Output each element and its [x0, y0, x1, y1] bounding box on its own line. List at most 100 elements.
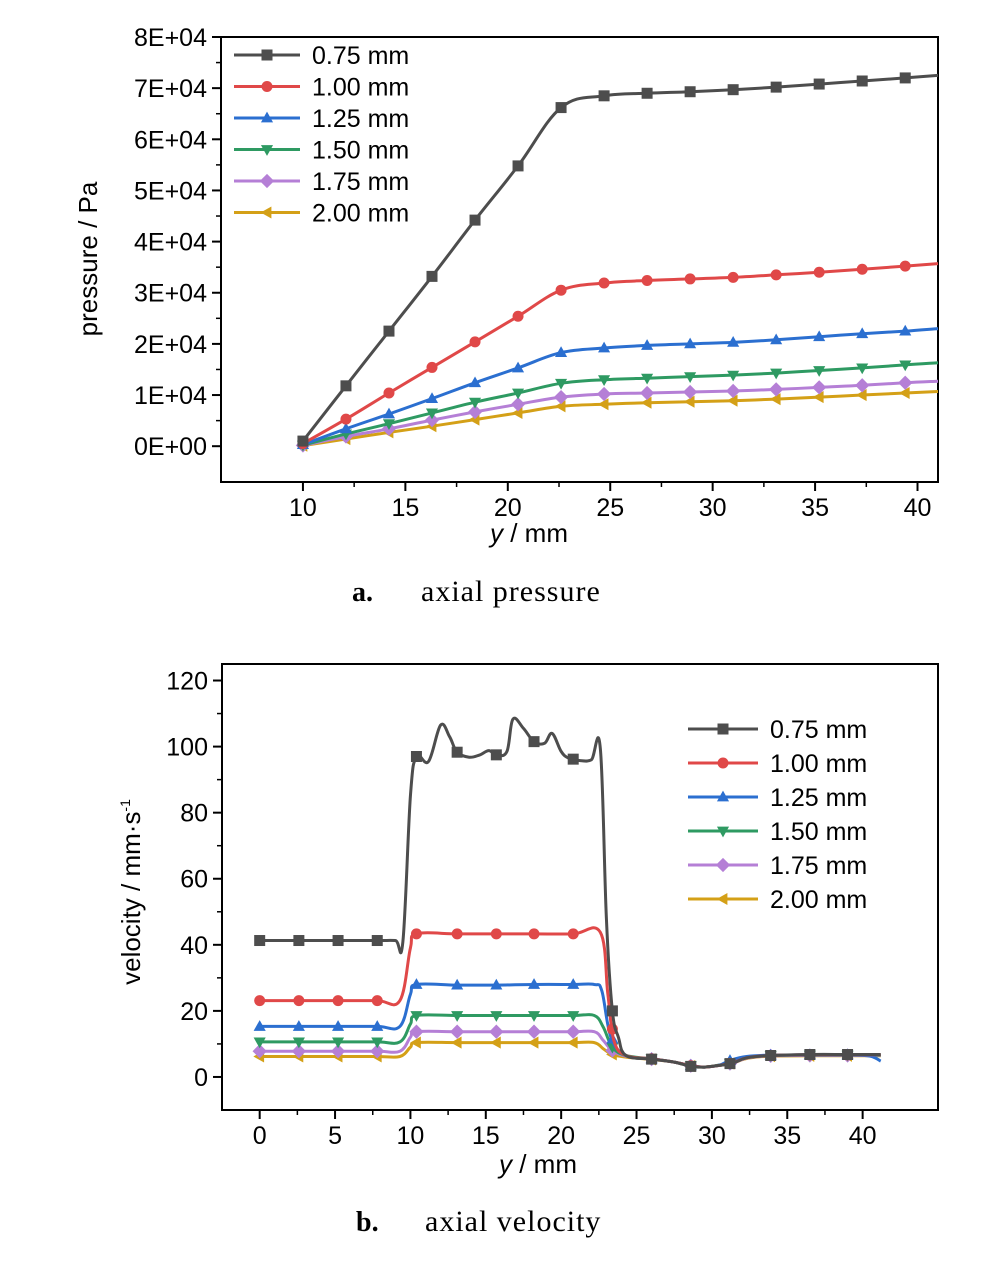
legend-marker [717, 723, 729, 735]
data-point [598, 375, 611, 387]
legend-item: 1.75 mm [688, 852, 867, 880]
legend-marker [259, 173, 275, 189]
data-point [383, 387, 395, 399]
x-tick-label: 10 [397, 1122, 425, 1150]
data-point [855, 378, 870, 393]
data-point [490, 1036, 501, 1049]
plot-frame [220, 36, 939, 483]
legend-marker [717, 757, 729, 769]
data-point [555, 378, 568, 390]
data-point [410, 928, 422, 940]
data-point [727, 370, 740, 382]
series-line [259, 926, 881, 1069]
data-point [769, 393, 781, 406]
axes: 10 15 20 25 30 35 40 0E+00 1E+04 2E+04 3E+04 4E+04 5… [134, 24, 931, 522]
legend-marker [261, 49, 273, 61]
x-tick-label: 35 [773, 1122, 801, 1150]
data-point [640, 396, 652, 409]
data-point [598, 341, 611, 353]
data-point [856, 327, 869, 339]
data-point [684, 372, 697, 383]
series-0-75-mm-mm [254, 716, 881, 1072]
legend-item: 1.25 mm [688, 784, 867, 812]
data-point [727, 271, 739, 283]
data-point [293, 935, 305, 947]
legend: 0.75 mm 1.00 mm 1.25 mm 1.50 mm 1.75 mm 2.00 … [688, 716, 867, 914]
data-point [371, 1037, 384, 1049]
y-axis-label: pressure / Pa [73, 181, 103, 336]
x-tick-label: 20 [547, 1122, 575, 1150]
y-tick-label: 40 [180, 932, 208, 960]
legend-item: 2.00 mm [234, 200, 409, 228]
data-point [727, 84, 739, 96]
x-tick-label: 15 [472, 1122, 500, 1150]
data-point [510, 397, 526, 412]
caption-letter: a. [352, 577, 373, 608]
data-point [899, 324, 912, 336]
y-axis-label: velocity / mm·s-1 [116, 799, 146, 985]
data-point [527, 1036, 539, 1049]
data-point [770, 81, 782, 93]
series-line [302, 327, 939, 447]
data-point [297, 435, 309, 447]
data-point [254, 995, 266, 1007]
y-tick-label: 8E+04 [134, 24, 207, 52]
legend-item: 1.50 mm [234, 137, 409, 165]
caption: b. axial velocity [356, 1205, 600, 1238]
legend-label: 1.50 mm [312, 137, 409, 165]
data-point [528, 928, 540, 940]
data-point [340, 380, 352, 392]
data-point [770, 333, 783, 345]
y-axis-label-text: velocity / mm·s [116, 812, 146, 985]
data-point [684, 337, 697, 349]
data-point [254, 935, 266, 947]
data-point [292, 1037, 305, 1049]
y-tick-label: 120 [166, 668, 208, 696]
data-point [424, 412, 440, 428]
legend-marker [716, 790, 730, 802]
data-point [598, 90, 610, 102]
y-tick-label: 1E+04 [134, 382, 207, 410]
data-point [804, 1048, 816, 1060]
data-point [451, 978, 464, 990]
data-point [553, 389, 569, 405]
data-point [641, 274, 653, 286]
series-line [301, 73, 939, 443]
y-tick-label: 5E+04 [134, 177, 207, 205]
series-line [259, 1029, 881, 1069]
series-line [302, 361, 939, 447]
plot-frame [221, 663, 939, 1111]
legend-label: 1.00 mm [770, 750, 867, 778]
data-point [339, 422, 353, 434]
legend-label: 1.25 mm [770, 784, 867, 812]
data-point [639, 385, 655, 401]
data-point [511, 406, 523, 419]
legend-label: 1.75 mm [312, 168, 409, 196]
x-tick-label: 25 [596, 494, 624, 522]
y-axis-label-sup: -1 [117, 799, 133, 812]
data-point [410, 1011, 423, 1022]
data-point [371, 995, 383, 1007]
data-point [426, 270, 438, 282]
data-point [770, 368, 783, 380]
y-tick-label: 60 [180, 866, 208, 894]
data-point [526, 1024, 542, 1039]
legend-label: 0.75 mm [770, 716, 867, 744]
data-point [293, 995, 305, 1007]
data-point [567, 1011, 580, 1022]
data-point [292, 1020, 305, 1031]
data-point [490, 928, 502, 940]
x-tick-label: 30 [698, 1122, 726, 1150]
data-point [682, 384, 698, 400]
data-point [770, 269, 782, 281]
data-point [641, 373, 654, 385]
legend-label: 1.00 mm [312, 74, 409, 102]
x-axis-variable: y [497, 1149, 514, 1179]
series-1-75-mm-mm [252, 1024, 881, 1073]
series-1-00-mm-mm [297, 260, 939, 450]
data-point [566, 1024, 581, 1039]
y-tick-label: 3E+04 [134, 280, 207, 308]
x-tick-label: 15 [391, 494, 419, 522]
series-line [302, 262, 939, 445]
data-point [490, 749, 502, 761]
